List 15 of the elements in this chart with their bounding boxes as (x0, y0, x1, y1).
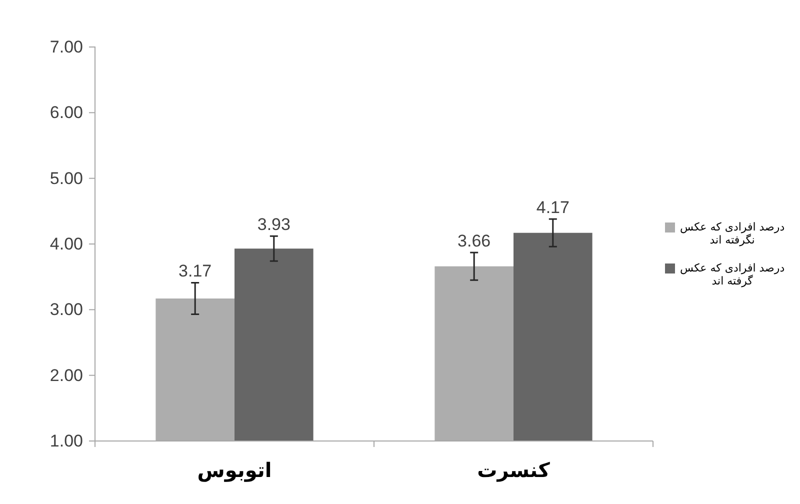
legend-label: درصد افرادی که عکس گرفته اند (680, 262, 785, 288)
data-label: 3.93 (257, 215, 290, 234)
y-tick-label: 5.00 (50, 168, 83, 188)
y-tick-label: 1.00 (50, 431, 83, 450)
y-tick-label: 2.00 (50, 366, 83, 385)
legend-label: درصد افرادی که عکس نگرفته اند (680, 220, 785, 246)
y-tick-label: 4.00 (50, 234, 83, 254)
data-label: 4.17 (536, 198, 570, 218)
data-label: 3.66 (458, 232, 491, 251)
data-label: 3.17 (178, 262, 212, 281)
x-tick-label: اتوبوس (197, 458, 272, 482)
y-tick-label: 7.00 (50, 37, 83, 56)
x-tick-label: کنسرت (477, 458, 550, 482)
y-tick-label: 6.00 (50, 103, 83, 122)
y-tick-label: 3.00 (50, 300, 83, 320)
